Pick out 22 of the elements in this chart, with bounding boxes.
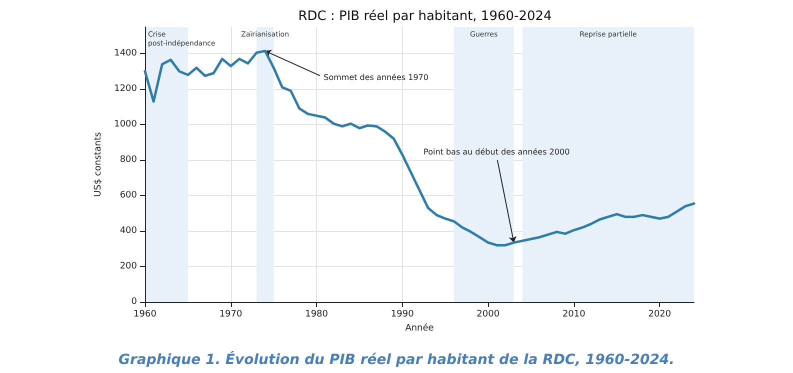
- x-tick-label: 2020: [648, 310, 672, 320]
- x-tick-label: 1960: [134, 310, 157, 320]
- y-tick-label: 0: [131, 297, 138, 307]
- x-tick-label: 1980: [305, 310, 328, 320]
- y-axis-title: US$ constants: [94, 132, 104, 197]
- x-tick-label: 1970: [219, 310, 243, 320]
- annotation: Point bas au début des années 2000: [424, 148, 570, 157]
- text: Graphique 1. Évolution du PIB réel par habitant de la RDC, 1960-2024.: [118, 351, 674, 368]
- y-tick-label: 1000: [114, 120, 138, 130]
- chart-title: RDC : PIB réel par habitant, 1960-2024: [298, 9, 552, 24]
- y-tick-label: 800: [120, 155, 138, 166]
- y-tick-label: 1200: [114, 84, 138, 94]
- line-series: [144, 50, 696, 246]
- x-tick-label: 2010: [562, 310, 586, 320]
- y-tick-label: 600: [120, 190, 138, 201]
- x-tick-label: 1990: [390, 310, 414, 320]
- x-tick-label: 2000: [476, 310, 500, 320]
- y-tick-label: 400: [120, 226, 138, 236]
- y-tick-label: 200: [120, 262, 138, 272]
- x-axis-title: Année: [405, 322, 434, 334]
- y-tick-label: 1400: [114, 48, 138, 59]
- annotation: Sommet des années 1970: [324, 72, 428, 82]
